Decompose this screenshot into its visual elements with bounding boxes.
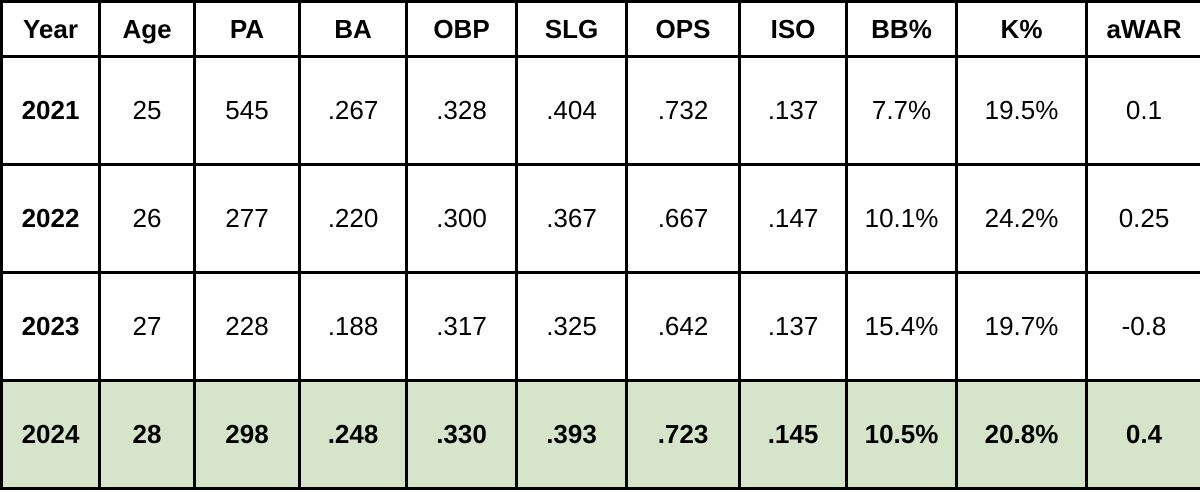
data-cell: 277 [193,163,301,274]
header-row: Year Age PA BA OBP SLG OPS ISO BB% K% aWAR [0,0,1200,58]
header-cell: BA [298,0,408,58]
data-cell: .248 [298,379,408,490]
year-cell: 2022 [0,163,101,274]
data-cell: 10.5% [845,379,958,490]
table-row: 2022 26 277.220.300.367.667.147 10.1% 24.2% 0… [0,163,1200,274]
header-cell: Year [0,0,101,58]
data-cell: 15.4% [845,271,958,382]
data-cell: .137 [738,271,848,382]
table-row: 2021 25 545.267.328.404.732.137 7.7% 19.5% 0.… [0,55,1200,166]
data-cell: 26 [98,163,196,274]
year-cell: 2024 [0,379,101,490]
table-row: 2023 27 228.188.317.325.642.137 15.4% 19.7% -… [0,271,1200,382]
data-cell: 0.1 [1085,55,1200,166]
data-cell: .145 [738,379,848,490]
data-cell: .723 [625,379,741,490]
header-cell: K% [955,0,1088,58]
data-cell: 298 [193,379,301,490]
data-cell: 0.4 [1085,379,1200,490]
data-cell: .137 [738,55,848,166]
header-cell: SLG [515,0,628,58]
header-cell: PA [193,0,301,58]
data-cell: .325 [515,271,628,382]
data-cell: .328 [405,55,518,166]
header-cell: ISO [738,0,848,58]
header-cell: aWAR [1085,0,1200,58]
data-cell: .267 [298,55,408,166]
data-cell: 0.25 [1085,163,1200,274]
year-cell: 2023 [0,271,101,382]
data-cell: 7.7% [845,55,958,166]
data-cell: .404 [515,55,628,166]
header-cell: BB% [845,0,958,58]
data-cell: .393 [515,379,628,490]
data-cell: .732 [625,55,741,166]
year-cell: 2021 [0,55,101,166]
data-cell: 19.5% [955,55,1088,166]
header-cell: OBP [405,0,518,58]
data-cell: 545 [193,55,301,166]
data-cell: .317 [405,271,518,382]
data-cell: 19.7% [955,271,1088,382]
data-cell: .147 [738,163,848,274]
header-cell: OPS [625,0,741,58]
data-cell: .220 [298,163,408,274]
data-cell: 228 [193,271,301,382]
table-row: 2024 28 298.248.330.393.723.145 10.5% 20.8% 0… [0,379,1200,490]
data-cell: 28 [98,379,196,490]
data-cell: 27 [98,271,196,382]
table-body: 2021 25 545.267.328.404.732.137 7.7% 19.5% 0.… [0,55,1200,490]
data-cell: -0.8 [1085,271,1200,382]
data-cell: 20.8% [955,379,1088,490]
header-cell: Age [98,0,196,58]
data-cell: 24.2% [955,163,1088,274]
data-cell: .330 [405,379,518,490]
data-cell: 25 [98,55,196,166]
data-cell: .300 [405,163,518,274]
data-cell: 10.1% [845,163,958,274]
data-cell: .642 [625,271,741,382]
data-cell: .188 [298,271,408,382]
data-cell: .667 [625,163,741,274]
data-cell: .367 [515,163,628,274]
